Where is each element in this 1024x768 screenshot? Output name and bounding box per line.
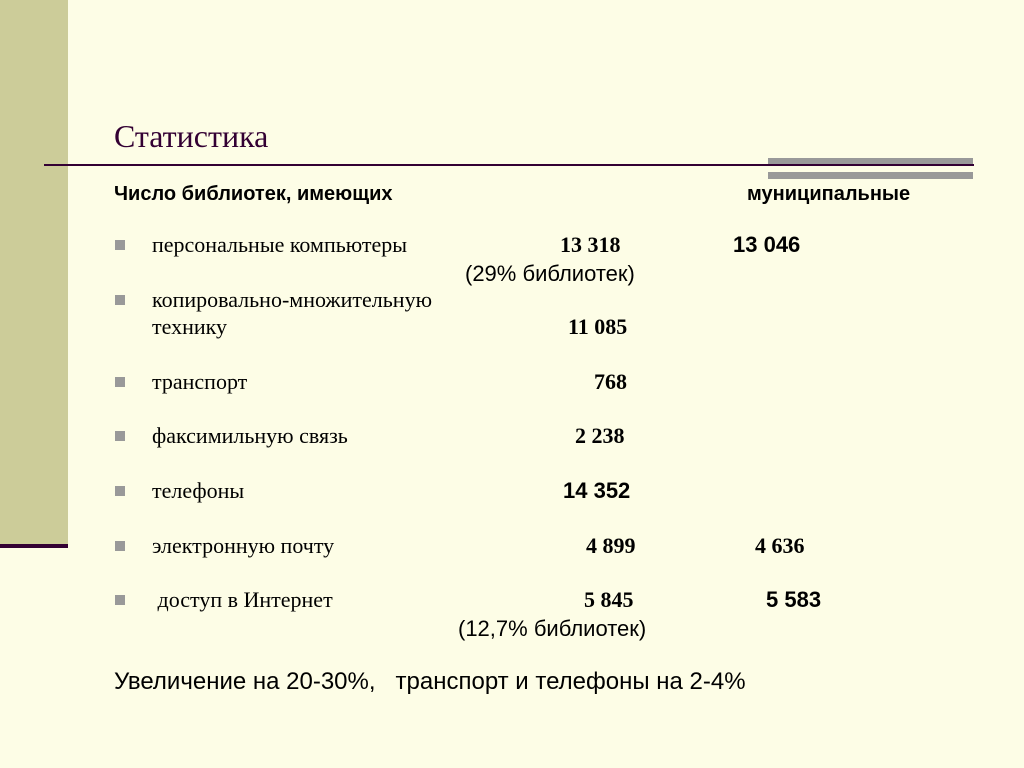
row-value-phones: 14 352 [563, 478, 631, 503]
row-label-copiers-line2: технику [152, 314, 228, 339]
footer-summary: Увеличение на 20-30%, транспорт и телефо… [114, 668, 746, 695]
row-value-internet: 5 845 [584, 587, 634, 612]
bullet-icon [115, 541, 125, 551]
row-note-computers: (29% библиотек) [465, 261, 635, 286]
title-rule [44, 164, 974, 166]
bullet-icon [115, 431, 125, 441]
row-label-fax: факсимильную связь [152, 423, 348, 448]
sidebar-divider [0, 544, 68, 548]
row-label-transport: транспорт [152, 369, 248, 394]
row-note-internet: (12,7% библиотек) [458, 616, 647, 641]
row-municipal-email: 4 636 [755, 533, 805, 558]
header-right: муниципальные [747, 183, 911, 205]
row-value-email: 4 899 [586, 533, 636, 558]
row-municipal-internet: 5 583 [766, 587, 822, 612]
row-label-email: электронную почту [152, 533, 335, 558]
row-label-copiers-line1: копировально-множительную [152, 287, 433, 312]
row-label-internet: доступ в Интернет [152, 587, 333, 612]
bullet-icon [115, 377, 125, 387]
bullet-icon [115, 486, 125, 496]
title-rule-accent-top [768, 158, 973, 165]
row-label-computers: персональные компьютеры [152, 232, 408, 257]
row-label-phones: телефоны [152, 478, 245, 503]
decorative-sidebar [0, 0, 68, 545]
bullet-icon [115, 295, 125, 305]
header-left: Число библиотек, имеющих [114, 183, 393, 205]
row-value-copiers: 11 085 [568, 314, 628, 339]
row-value-computers: 13 318 [560, 232, 621, 257]
bullet-icon [115, 595, 125, 605]
row-municipal-computers: 13 046 [733, 232, 801, 257]
slide-title: Статистика [114, 118, 269, 154]
row-value-transport: 768 [594, 369, 627, 394]
row-value-fax: 2 238 [575, 423, 625, 448]
bullet-icon [115, 240, 125, 250]
title-rule-accent-bottom [768, 172, 973, 179]
